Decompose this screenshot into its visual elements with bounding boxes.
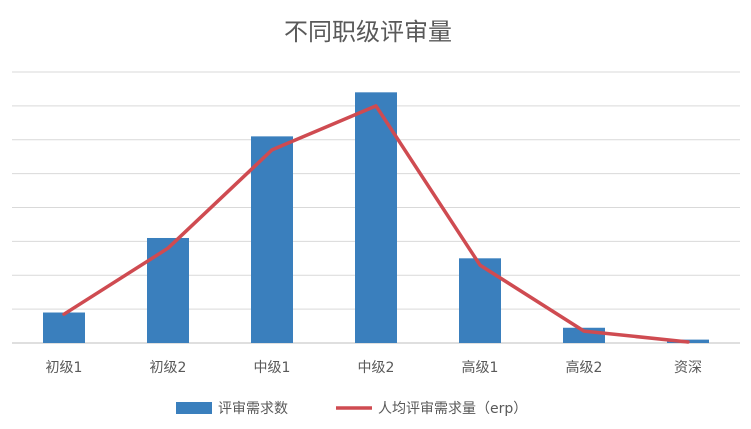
bar-series [43,92,709,343]
series-line [62,104,690,344]
legend-label: 评审需求数 [218,401,288,417]
bar [43,312,85,343]
chart-title: 不同职级评审量 [284,18,452,46]
x-tick-label: 高级2 [566,359,603,376]
x-tick-label: 中级1 [254,360,291,376]
x-tick-label: 高级1 [462,359,499,376]
legend-bar-swatch [176,402,212,414]
bar [355,92,397,343]
x-tick-label: 初级2 [150,359,187,376]
x-tick-label: 中级2 [358,360,395,376]
x-tick-label: 初级1 [46,359,83,376]
bar [147,237,189,343]
bar [459,258,501,343]
legend: 评审需求数 人均评审需求量（erp） [176,401,527,417]
legend-label: 人均评审需求量（erp） [378,401,527,417]
x-axis-ticks: 初级1 初级2 中级1 中级2 高级1 高级2 资深 [46,359,702,376]
bar [251,136,293,343]
x-tick-label: 资深 [674,360,702,376]
line-series [62,104,690,344]
